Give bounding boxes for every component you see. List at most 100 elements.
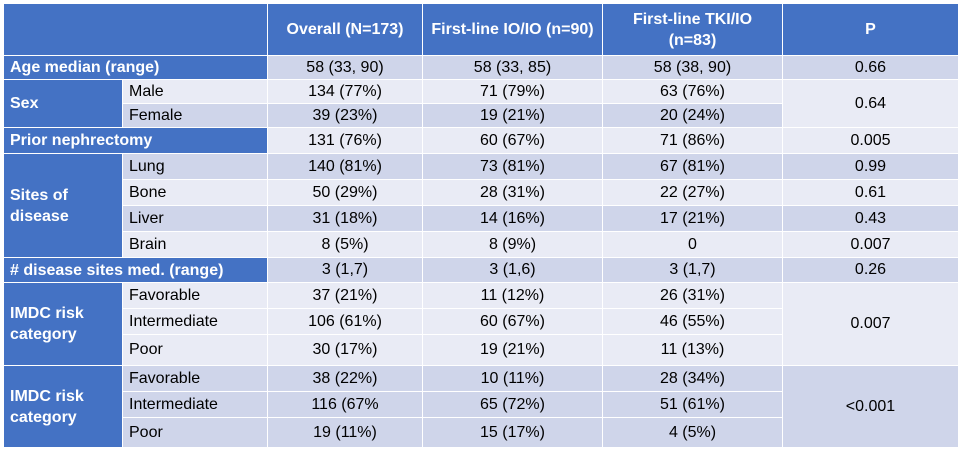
row-label-nephrectomy: Prior nephrectomy bbox=[3, 127, 268, 154]
cell-io: 60 (67%) bbox=[422, 127, 603, 154]
cell-io: 19 (21%) bbox=[422, 103, 603, 128]
table-row: Prior nephrectomy 131 (76%) 60 (67%) 71 … bbox=[3, 127, 959, 154]
cell-p: 0.007 bbox=[782, 282, 959, 366]
table-row: Sites of disease Lung 140 (81%) 73 (81%)… bbox=[3, 153, 959, 258]
cell-p: <0.001 bbox=[782, 365, 959, 448]
cell-tki: 20 (24%) bbox=[602, 103, 783, 128]
cell-tki: 63 (76%) bbox=[602, 79, 783, 104]
header-io-text: First-line IO/IO (n=90) bbox=[431, 21, 594, 38]
cell-p: 0.005 bbox=[782, 127, 959, 154]
cell-overall: 58 (33, 90) bbox=[267, 55, 423, 80]
baseline-characteristics-table: Overall (N=173) First-line IO/IO (n=90) … bbox=[3, 3, 959, 448]
sub-label-liver: Liver bbox=[122, 205, 268, 232]
cell-overall: 8 (5%) bbox=[267, 231, 423, 258]
cell-tki: 58 (38, 90) bbox=[602, 55, 783, 80]
cell-overall: 134 (77%) bbox=[267, 79, 423, 104]
cell-overall: 116 (67% bbox=[267, 391, 423, 418]
header-tki-text: First-line TKI/IO (n=83) bbox=[632, 10, 753, 49]
table-row: Sex Male 134 (77%) 71 (79%) 63 (76%) 0.6… bbox=[3, 79, 959, 128]
cell-io: 15 (17%) bbox=[422, 417, 603, 448]
table-row: Intermediate 116 (67% 65 (72%) 51 (61%) bbox=[4, 391, 959, 418]
cell-overall: 106 (61%) bbox=[267, 308, 423, 335]
table-row: Age median (range) 58 (33, 90) 58 (33, 8… bbox=[3, 55, 959, 80]
table-row: IMDC risk category Favorable 37 (21%) 11… bbox=[3, 282, 959, 366]
cell-io: 60 (67%) bbox=[422, 308, 603, 335]
cell-io: 11 (12%) bbox=[422, 282, 603, 309]
cell-overall: 3 (1,7) bbox=[267, 257, 423, 283]
sub-label-intermediate: Intermediate bbox=[122, 391, 268, 418]
cell-io: 58 (33, 85) bbox=[422, 55, 603, 80]
cell-p: 0.66 bbox=[782, 55, 959, 80]
sub-label-poor: Poor bbox=[122, 334, 268, 366]
row-label-imdc-1: IMDC risk category bbox=[3, 282, 123, 366]
sub-label-brain: Brain bbox=[122, 231, 268, 258]
cell-io: 65 (72%) bbox=[422, 391, 603, 418]
row-label-imdc-2-text: IMDC risk category bbox=[10, 387, 84, 426]
cell-io: 14 (16%) bbox=[422, 205, 603, 232]
sub-label-lung: Lung bbox=[122, 153, 268, 180]
cell-tki: 26 (31%) bbox=[602, 282, 783, 309]
cell-overall: 131 (76%) bbox=[267, 127, 423, 154]
cell-io: 3 (1,6) bbox=[422, 257, 603, 283]
cell-overall: 140 (81%) bbox=[267, 153, 423, 180]
row-label-sex: Sex bbox=[3, 79, 123, 128]
cell-tki: 17 (21%) bbox=[602, 205, 783, 232]
cell-tki: 0 bbox=[602, 231, 783, 258]
cell-p: 0.61 bbox=[782, 179, 959, 206]
cell-overall: 31 (18%) bbox=[267, 205, 423, 232]
table-row: Intermediate 106 (61%) 60 (67%) 46 (55%) bbox=[4, 308, 959, 335]
cell-overall: 37 (21%) bbox=[267, 282, 423, 309]
sub-label-poor: Poor bbox=[122, 417, 268, 448]
cell-io: 73 (81%) bbox=[422, 153, 603, 180]
table-row: Female 39 (23%) 19 (21%) 20 (24%) bbox=[4, 103, 959, 128]
row-label-sites-text: Sites of disease bbox=[10, 186, 69, 225]
sub-label-favorable: Favorable bbox=[122, 282, 268, 309]
row-label-sites: Sites of disease bbox=[3, 153, 123, 258]
cell-tki: 71 (86%) bbox=[602, 127, 783, 154]
table-row: Bone 50 (29%) 28 (31%) 22 (27%) 0.61 bbox=[4, 179, 959, 206]
table-row: IMDC risk category Favorable 38 (22%) 10… bbox=[3, 365, 959, 448]
cell-io: 10 (11%) bbox=[422, 365, 603, 392]
header-io: First-line IO/IO (n=90) bbox=[422, 3, 603, 56]
header-tki: First-line TKI/IO (n=83) bbox=[602, 3, 783, 56]
cell-tki: 11 (13%) bbox=[602, 334, 783, 366]
header-p: P bbox=[782, 3, 959, 56]
row-label-imdc-1-text: IMDC risk category bbox=[10, 305, 84, 343]
cell-overall: 50 (29%) bbox=[267, 179, 423, 206]
row-label-num-sites: # disease sites med. (range) bbox=[3, 257, 268, 283]
sub-label-female: Female bbox=[122, 103, 268, 128]
row-label-imdc-2: IMDC risk category bbox=[3, 365, 123, 448]
table-row: Liver 31 (18%) 14 (16%) 17 (21%) 0.43 bbox=[4, 205, 959, 232]
cell-tki: 28 (34%) bbox=[602, 365, 783, 392]
cell-p: 0.007 bbox=[782, 231, 959, 258]
sub-label-intermediate: Intermediate bbox=[122, 308, 268, 335]
sub-label-male: Male bbox=[122, 79, 268, 104]
cell-io: 28 (31%) bbox=[422, 179, 603, 206]
sub-label-favorable: Favorable bbox=[122, 365, 268, 392]
cell-tki: 51 (61%) bbox=[602, 391, 783, 418]
row-label-age: Age median (range) bbox=[3, 55, 268, 80]
sub-label-bone: Bone bbox=[122, 179, 268, 206]
cell-tki: 46 (55%) bbox=[602, 308, 783, 335]
cell-p: 0.43 bbox=[782, 205, 959, 232]
cell-overall: 38 (22%) bbox=[267, 365, 423, 392]
cell-tki: 67 (81%) bbox=[602, 153, 783, 180]
cell-io: 19 (21%) bbox=[422, 334, 603, 366]
cell-overall: 19 (11%) bbox=[267, 417, 423, 448]
cell-overall: 39 (23%) bbox=[267, 103, 423, 128]
cell-p: 0.26 bbox=[782, 257, 959, 283]
cell-io: 71 (79%) bbox=[422, 79, 603, 104]
cell-tki: 4 (5%) bbox=[602, 417, 783, 448]
cell-io: 8 (9%) bbox=[422, 231, 603, 258]
cell-p: 0.99 bbox=[782, 153, 959, 180]
cell-tki: 22 (27%) bbox=[602, 179, 783, 206]
header-overall: Overall (N=173) bbox=[267, 3, 423, 56]
cell-tki: 3 (1,7) bbox=[602, 257, 783, 283]
table-row: # disease sites med. (range) 3 (1,7) 3 (… bbox=[3, 257, 959, 283]
header-corner bbox=[3, 3, 268, 56]
cell-overall: 30 (17%) bbox=[267, 334, 423, 366]
table-row: Poor 30 (17%) 19 (21%) 11 (13%) bbox=[4, 334, 959, 366]
header-row: Overall (N=173) First-line IO/IO (n=90) … bbox=[3, 3, 959, 56]
table-row: Poor 19 (11%) 15 (17%) 4 (5%) bbox=[4, 417, 959, 448]
cell-p: 0.64 bbox=[782, 79, 959, 128]
